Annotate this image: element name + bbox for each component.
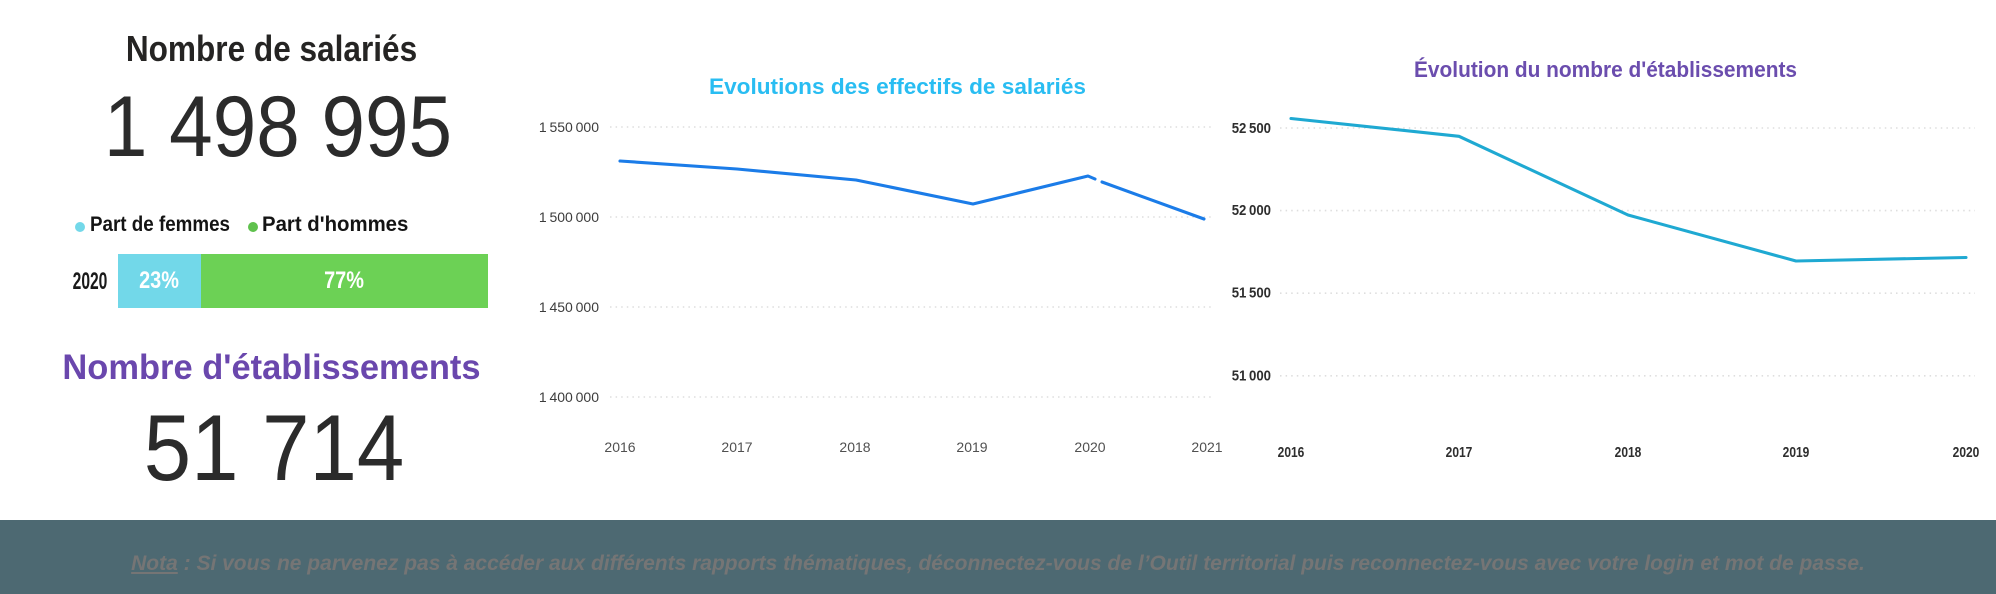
svg-text:51 500: 51 500 [1232,284,1271,301]
svg-text:1 400 000: 1 400 000 [539,389,599,405]
svg-text:Evolutions des effectifs de sa: Evolutions des effectifs de salariés [709,74,1086,99]
svg-text:2019: 2019 [1783,444,1810,461]
svg-text:2016: 2016 [1278,444,1305,461]
svg-text:2019: 2019 [956,439,987,455]
svg-text:2021: 2021 [1191,439,1222,455]
svg-text:52 500: 52 500 [1232,119,1271,136]
svg-text:2020: 2020 [1074,439,1105,455]
svg-text:2016: 2016 [604,439,635,455]
svg-text:1 500 000: 1 500 000 [539,209,599,225]
svg-text:52 000: 52 000 [1232,201,1271,218]
svg-text:51 000: 51 000 [1232,366,1271,383]
svg-text:2017: 2017 [1446,444,1473,461]
svg-text:2020: 2020 [1953,444,1980,461]
svg-text:Évolution du nombre d'établiss: Évolution du nombre d'établissements [1414,57,1797,82]
svg-text:1 450 000: 1 450 000 [539,299,599,315]
svg-text:2018: 2018 [1615,444,1642,461]
svg-text:1 550 000: 1 550 000 [539,119,599,135]
svg-text:2018: 2018 [839,439,870,455]
svg-text:2017: 2017 [721,439,752,455]
